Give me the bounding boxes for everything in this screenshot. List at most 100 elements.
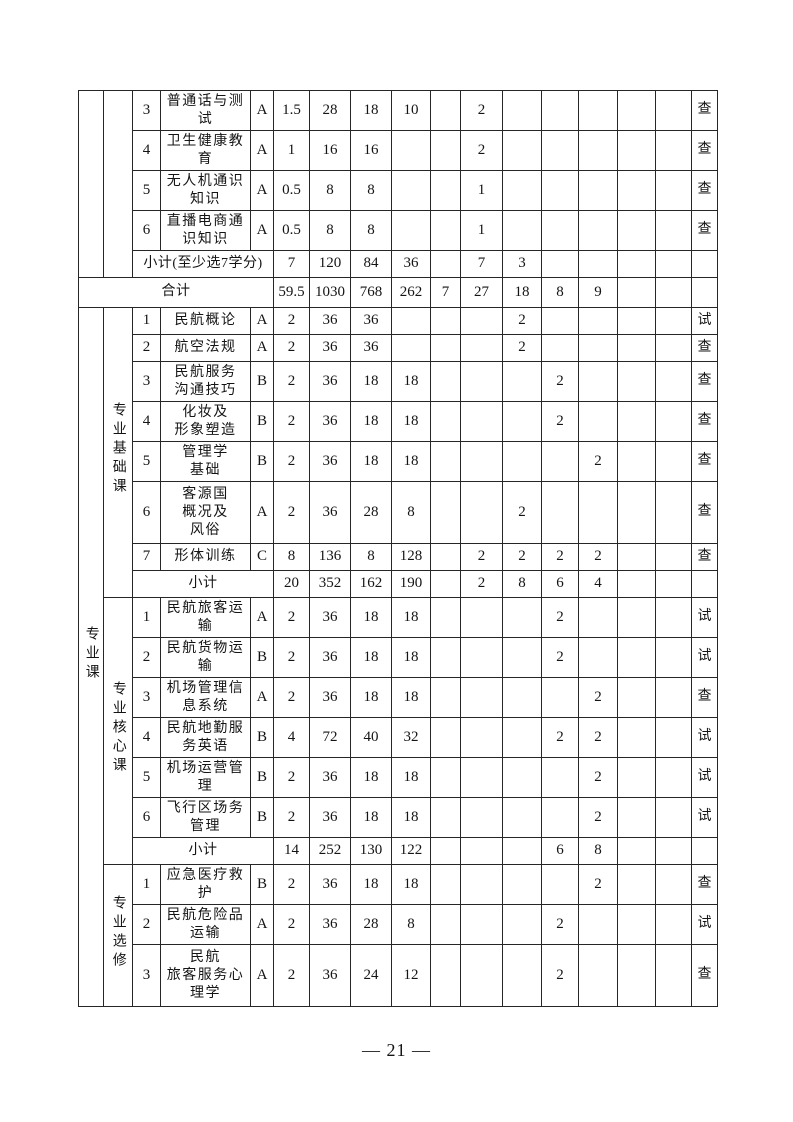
semester-cell [617, 570, 656, 598]
credits-cell: 2 [273, 334, 310, 362]
theory-hours-cell: 28 [350, 481, 392, 544]
semester-cell [541, 130, 579, 171]
semester-cell [430, 170, 461, 211]
exam-cell: 查 [691, 441, 718, 482]
semester-cell [460, 717, 503, 758]
semester-cell [655, 170, 692, 211]
table-row: 6 客源国 概况及 风俗 A 2 36 28 8 2 查 [79, 481, 718, 544]
theory-hours-cell: 18 [350, 757, 392, 798]
table-row: 3 机场管理信 息系统 A 2 36 18 18 2 查 [79, 677, 718, 718]
semester-cell [578, 90, 618, 131]
course-name-cell: 卫生健康教 育 [160, 130, 251, 171]
credits-cell: 7 [273, 250, 310, 278]
seq-cell: 5 [132, 757, 161, 798]
semester-cell [617, 334, 656, 362]
theory-hours-cell: 130 [350, 837, 392, 865]
course-type-cell: A [250, 210, 274, 251]
semester-cell [578, 307, 618, 335]
semester-cell [502, 130, 542, 171]
semester-cell [502, 864, 542, 905]
category-cell [78, 90, 104, 278]
semester-cell [578, 334, 618, 362]
semester-cell [541, 441, 579, 482]
curriculum-table-body: 3 普通话与测 试 A 1.5 28 18 10 2 查 4 卫生健康教 育 A 1 16 16 2 查 5 无人机… [78, 90, 718, 1007]
subcategory-cell-label: 专业核心课 [110, 680, 126, 776]
table-row: 小计 14 252 130 122 6 8 [79, 837, 718, 865]
semester-cell [617, 250, 656, 278]
theory-hours-cell: 24 [350, 944, 392, 1007]
semester-cell [430, 677, 461, 718]
semester-cell: 8 [578, 837, 618, 865]
semester-cell [541, 90, 579, 131]
seq-cell: 6 [132, 210, 161, 251]
course-name-cell: 客源国 概况及 风俗 [160, 481, 251, 544]
seq-cell: 5 [132, 441, 161, 482]
semester-cell: 18 [502, 277, 542, 308]
table-row: 2 航空法规 A 2 36 36 2 查 [79, 334, 718, 362]
course-name-cell: 民航概论 [160, 307, 251, 335]
theory-hours-cell: 8 [350, 170, 392, 211]
semester-cell: 2 [541, 597, 579, 638]
total-hours-cell: 8 [309, 210, 351, 251]
seq-cell: 4 [132, 717, 161, 758]
seq-cell: 4 [132, 130, 161, 171]
practice-hours-cell: 36 [391, 250, 431, 278]
theory-hours-cell: 768 [350, 277, 392, 308]
semester-cell [430, 837, 461, 865]
semester-cell: 2 [502, 334, 542, 362]
semester-cell [617, 797, 656, 838]
semester-cell [655, 597, 692, 638]
semester-cell [430, 210, 461, 251]
course-type-cell: A [250, 170, 274, 211]
semester-cell: 2 [541, 944, 579, 1007]
table-row: 6 直播电商通 识知识 A 0.5 8 8 1 查 [79, 210, 718, 251]
table-row: 4 卫生健康教 育 A 1 16 16 2 查 [79, 130, 718, 171]
total-hours-cell: 8 [309, 170, 351, 211]
semester-cell [502, 904, 542, 945]
curriculum-table: 3 普通话与测 试 A 1.5 28 18 10 2 查 4 卫生健康教 育 A 1 16 16 2 查 5 无人机… [78, 90, 718, 1007]
semester-cell [578, 130, 618, 171]
course-name-cell: 民航服务 沟通技巧 [160, 361, 251, 402]
practice-hours-cell: 128 [391, 543, 431, 571]
semester-cell [502, 757, 542, 798]
semester-cell: 9 [578, 277, 618, 308]
semester-cell [578, 944, 618, 1007]
semester-cell [460, 904, 503, 945]
semester-cell: 2 [460, 570, 503, 598]
exam-cell [691, 837, 718, 865]
total-hours-cell: 36 [309, 481, 351, 544]
table-row: 5 无人机通识 知识 A 0.5 8 8 1 查 [79, 170, 718, 211]
table-row: 3 民航 旅客服务心 理学 A 2 36 24 12 2 查 [79, 944, 718, 1007]
semester-cell [502, 944, 542, 1007]
course-name-cell: 民航货物运 输 [160, 637, 251, 678]
course-name-cell: 形体训练 [160, 543, 251, 571]
semester-cell [430, 401, 461, 442]
subcategory-cell: 专业选修 [103, 864, 133, 1007]
credits-cell: 2 [273, 797, 310, 838]
semester-cell [430, 944, 461, 1007]
practice-hours-cell: 18 [391, 677, 431, 718]
table-row: 4 民航地勤服 务英语 B 4 72 40 32 2 2 试 [79, 717, 718, 758]
total-hours-cell: 252 [309, 837, 351, 865]
theory-hours-cell: 8 [350, 543, 392, 571]
total-hours-cell: 1030 [309, 277, 351, 308]
credits-cell: 2 [273, 904, 310, 945]
seq-cell: 2 [132, 334, 161, 362]
credits-cell: 2 [273, 401, 310, 442]
semester-cell [541, 250, 579, 278]
exam-cell: 查 [691, 210, 718, 251]
semester-cell [578, 904, 618, 945]
table-row: 小计(至少选7学分) 7 120 84 36 7 3 [79, 250, 718, 278]
credits-cell: 2 [273, 864, 310, 905]
semester-cell [617, 717, 656, 758]
total-hours-cell: 36 [309, 677, 351, 718]
semester-cell [655, 904, 692, 945]
semester-cell [617, 837, 656, 865]
exam-cell: 查 [691, 481, 718, 544]
semester-cell [502, 210, 542, 251]
semester-cell [655, 334, 692, 362]
semester-cell [502, 441, 542, 482]
theory-hours-cell: 18 [350, 797, 392, 838]
course-name-cell: 民航地勤服 务英语 [160, 717, 251, 758]
semester-cell [578, 361, 618, 402]
